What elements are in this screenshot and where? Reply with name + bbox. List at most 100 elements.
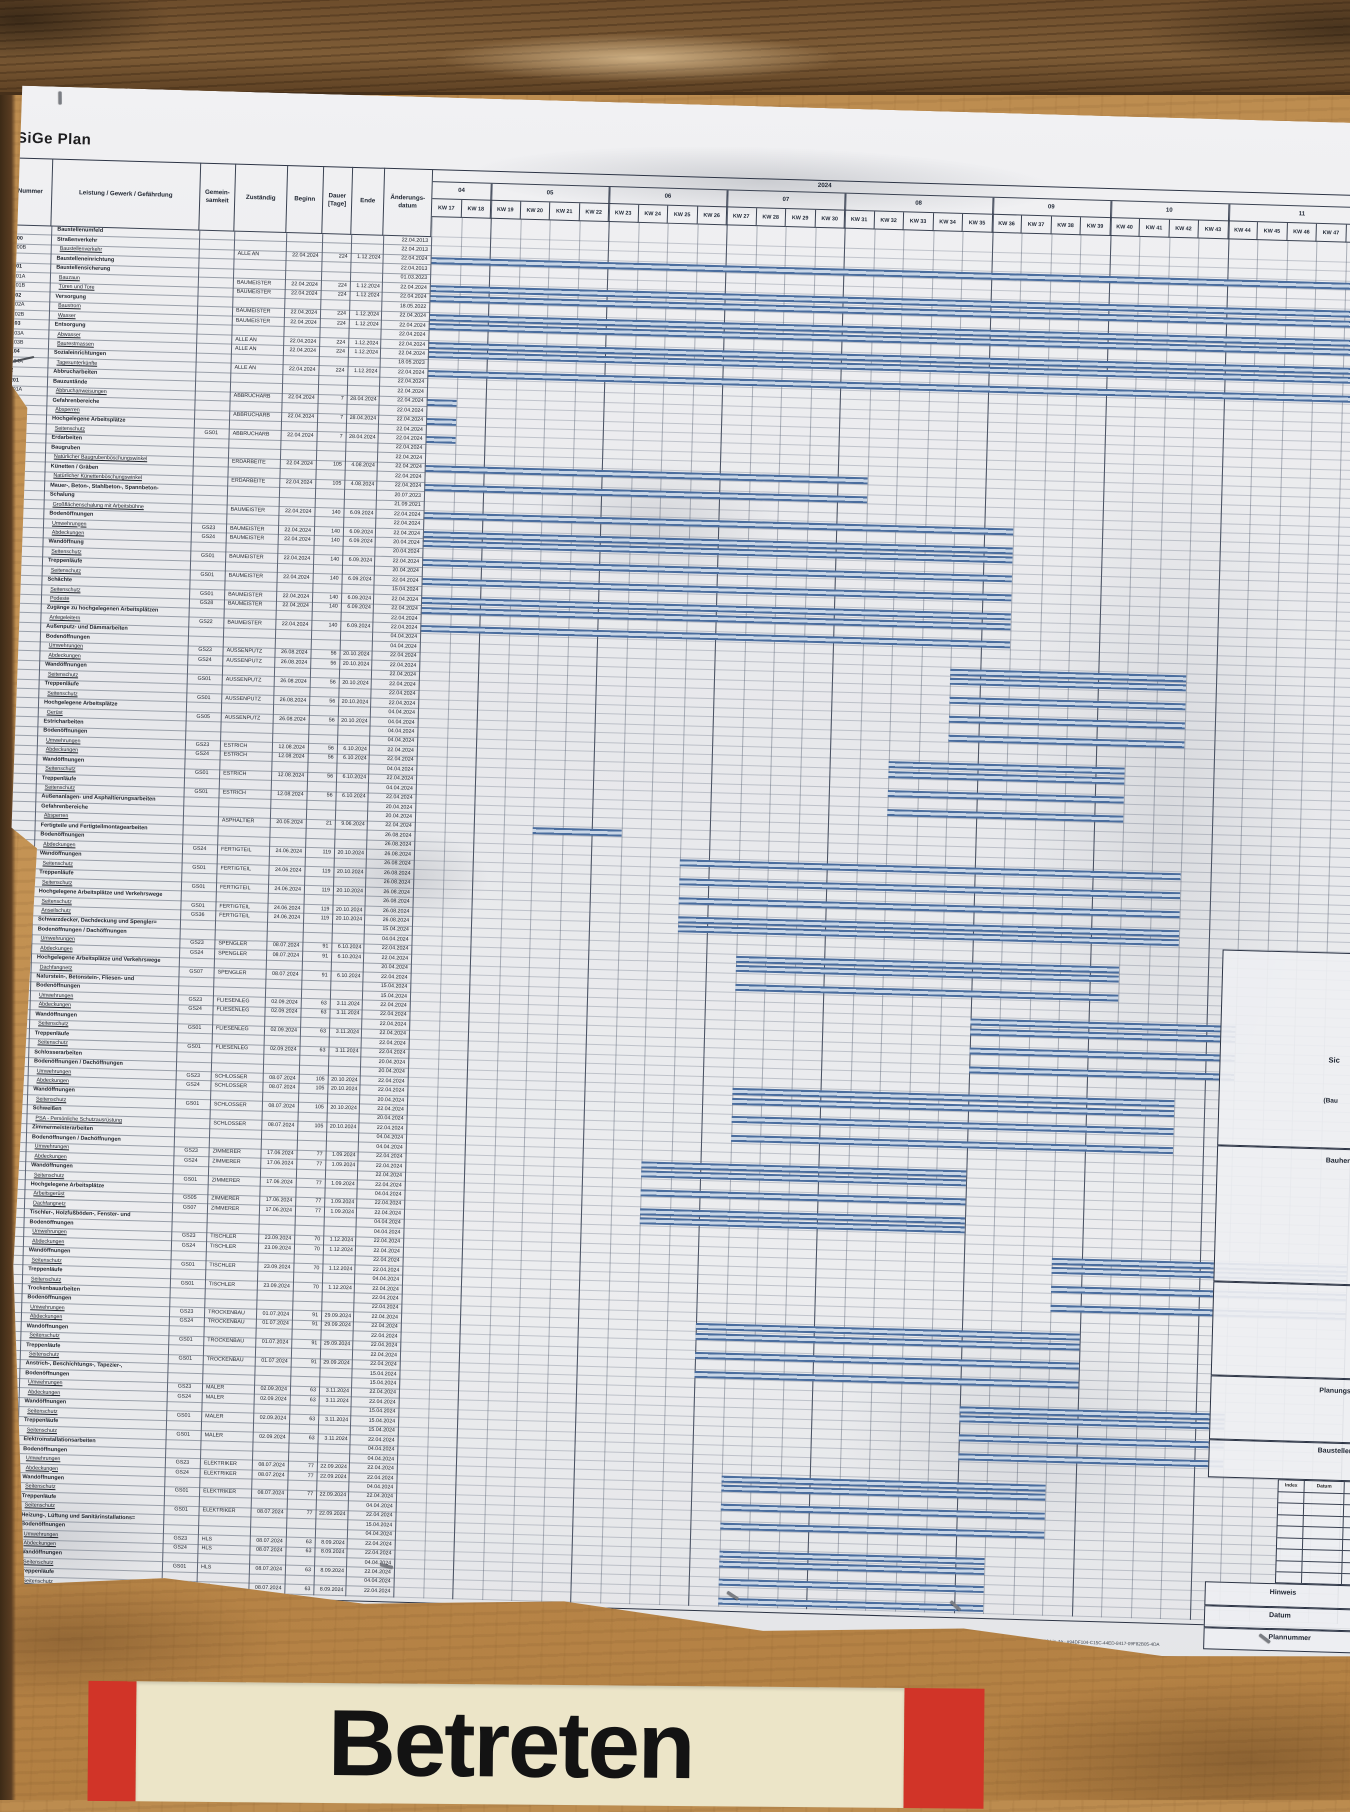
sign-red-stripe-right (903, 1688, 985, 1809)
table-cell: GS23 (186, 1072, 201, 1079)
table-cell: 22.04.2024 (363, 1587, 391, 1595)
print-fineprint: Gedruckt mit ALEX Safety R2 6.00 Liz. Nr… (978, 1636, 1160, 1647)
table-cell: GS01 (180, 1280, 195, 1287)
table-cell: BAUMEISTER (229, 534, 265, 542)
table-cell: 08.07.2024 (268, 1102, 295, 1110)
table-cell: 22.09.2024 (319, 1491, 347, 1499)
table-cell: 63 (308, 1434, 315, 1442)
table-cell: 56 (328, 716, 335, 724)
table-cell: GS36 (190, 911, 205, 918)
table-cell: 22.04.2024 (396, 425, 423, 433)
table-cell: 22.04.2024 (371, 1323, 398, 1330)
table-cell: 22.04.2024 (373, 1238, 401, 1245)
table-cell: SCHLOSSER (213, 1101, 247, 1109)
kw-cell: KW 27 (727, 207, 757, 226)
table-cell: 22.04.2024 (370, 1351, 398, 1359)
table-cell: AUSSENPUTZ (225, 676, 262, 684)
table-cell: 3.11.2024 (335, 1047, 359, 1055)
table-cell: 22.04.2024 (283, 573, 310, 581)
table-cell: 22.04.2024 (381, 945, 409, 953)
table-cell: 20.04.2024 (378, 1058, 406, 1066)
table-cell: 04.04.2024 (374, 1190, 402, 1198)
kw-cell: KW 43 (1198, 221, 1228, 240)
table-cell: 22.04.2024 (385, 794, 413, 801)
table-cell: 22.04.2024 (370, 1360, 397, 1368)
table-cell: 28.04.2024 (350, 396, 377, 403)
table-cell: 140 (328, 622, 338, 629)
table-cell: 22.04.2024 (388, 690, 416, 697)
table-cell: 91 (311, 1340, 318, 1347)
table-cell: 22.04.2024 (380, 973, 408, 981)
table-cell: 15.04.2024 (368, 1417, 396, 1425)
table-cell: 04.04.2024 (390, 633, 418, 641)
table-cell: 22.04.2024 (281, 621, 309, 628)
table-cell: FERTIGTEIL (219, 902, 251, 910)
table-cell: 26.08.2024 (383, 898, 410, 905)
table-cell: 22.04.2024 (377, 1086, 405, 1094)
table-cell: 77 (316, 1160, 323, 1168)
table-cell: GS01 (200, 571, 215, 578)
kw-cell: KW 47 (1316, 224, 1346, 243)
gantt-bar (426, 418, 456, 426)
table-cell: TISCHLER (210, 1233, 237, 1241)
table-cell: 22.04.2024 (286, 460, 313, 468)
table-cell: 63 (319, 1047, 326, 1054)
table-cell: 20.07.2023 (394, 491, 422, 499)
plannummer-label: Plannummer (1268, 1634, 1311, 1643)
table-cell: 1.12.2024 (355, 292, 380, 299)
kw-cell: KW 31 (845, 211, 875, 230)
sige-plan-paper: SiGe Plan Nummer Leistung / Gewerk / Gefä… (0, 85, 1350, 1688)
table-cell: HLS (201, 1535, 213, 1543)
table-cell: 04.04.2024 (387, 728, 415, 735)
table-cell: GS24 (201, 533, 216, 541)
table-cell: 22.04.2024 (374, 1200, 402, 1208)
table-cell: 08.07.2024 (258, 1461, 285, 1469)
table-cell: 26.08.2024 (384, 860, 411, 868)
table-cell: 56 (330, 650, 337, 657)
table-cell: 1.09.2024 (331, 1180, 355, 1187)
table-cell: 22.04.2024 (367, 1464, 394, 1472)
table-cell: 91 (311, 1321, 318, 1328)
table-cell: 08.07.2024 (257, 1490, 285, 1497)
table-cell: GS23 (179, 1308, 194, 1315)
column-header: Beginn (286, 165, 324, 234)
table-cell: 7 (340, 395, 344, 402)
table-cell: 04.04.2024 (366, 1483, 394, 1491)
table-cell: 22.04.2024 (379, 1039, 406, 1047)
table-cell: 22.04.2024 (394, 482, 422, 490)
table-cell: 12.08.2024 (278, 743, 305, 751)
table-cell: 6.10.2024 (336, 972, 361, 980)
kw-cell: KW 23 (609, 204, 639, 223)
table-cell: 26.08.2024 (280, 677, 307, 685)
table-cell: 26.08.2024 (384, 841, 412, 849)
table-cell: 22.04.2024 (375, 1153, 403, 1160)
table-cell: 12.08.2024 (278, 753, 305, 761)
table-cell: 04.04.2024 (367, 1455, 395, 1463)
table-cell: 20.10.2024 (335, 906, 363, 913)
column-header: Änderungs- datum (383, 168, 433, 237)
table-cell: 119 (320, 905, 330, 913)
kw-cell: KW 20 (520, 202, 550, 221)
table-cell: 224 (337, 310, 347, 317)
table-cell: 20.10.2024 (336, 868, 364, 876)
table-cell: GS24 (181, 1242, 196, 1249)
table-cell: 3.11.2024 (324, 1416, 349, 1424)
table-cell: 20.10.2024 (342, 679, 369, 687)
table-cell: GS23 (195, 741, 210, 748)
table-cell: 04.04.2024 (388, 718, 415, 726)
betreten-sign: Betreten (0, 1680, 1350, 1812)
kw-cell: KW 38 (1051, 216, 1081, 235)
table-cell: GS07 (189, 968, 203, 975)
table-cell: 70 (313, 1245, 320, 1253)
table-cell: 24.06.2024 (275, 847, 303, 855)
table-cell: GS01 (194, 788, 208, 796)
table-cell: 140 (328, 603, 338, 610)
table-cell: 22.04.2024 (389, 652, 417, 660)
table-cell: 02.09.2024 (260, 1386, 288, 1393)
table-cell: 20.10.2024 (329, 1123, 357, 1131)
table-cell: GS23 (198, 647, 212, 654)
table-cell: 22.04.2024 (387, 746, 414, 754)
table-cell: 22.04.2024 (393, 529, 421, 537)
kw-cell: KW 33 (904, 212, 934, 231)
table-cell: 3.11.2024 (325, 1388, 350, 1395)
